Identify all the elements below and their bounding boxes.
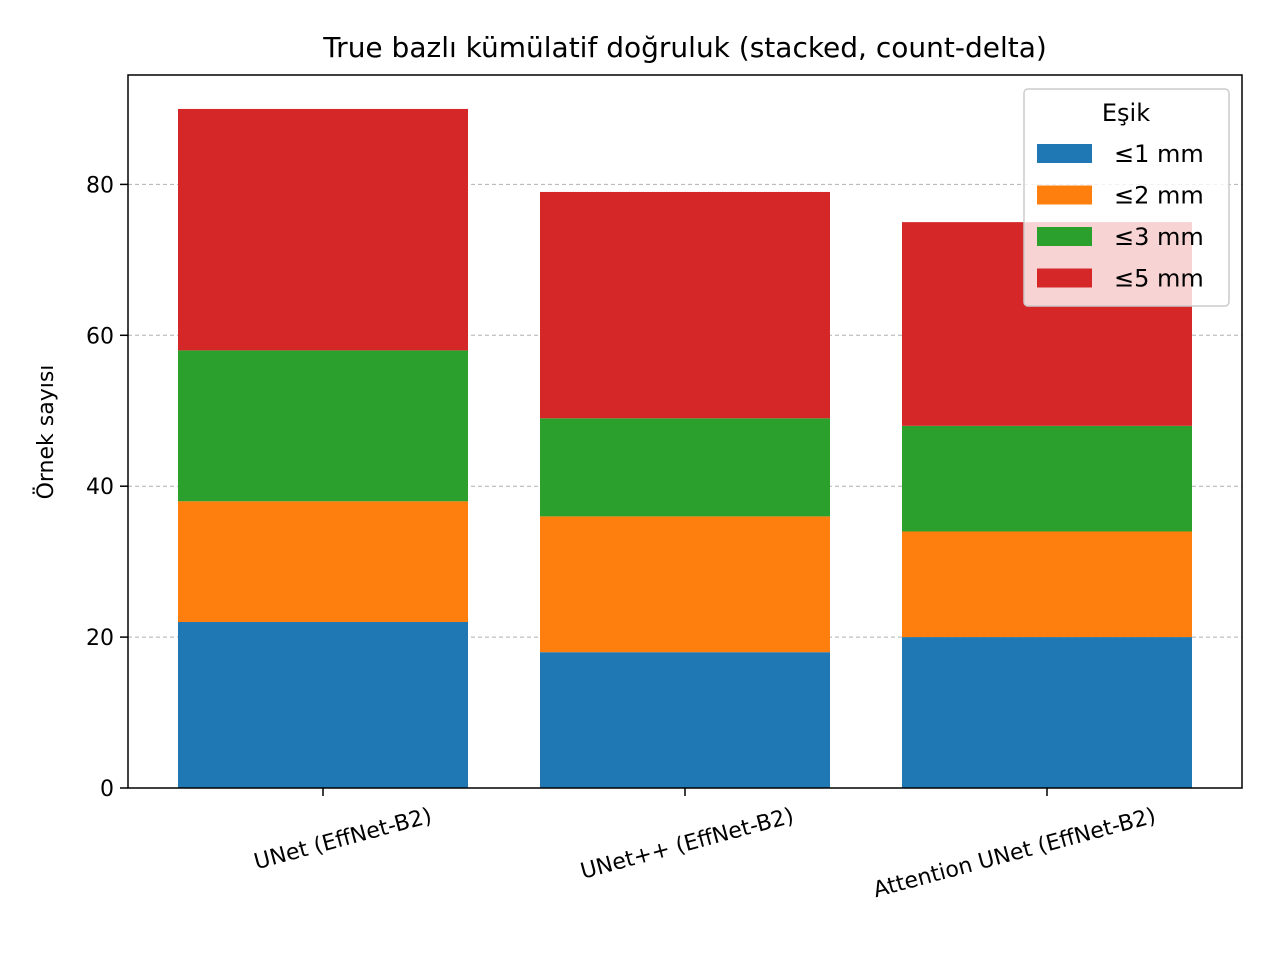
bar-segment <box>540 516 830 653</box>
legend: Eşik ≤1 mm ≤2 mm ≤3 mm ≤5 mm <box>1023 88 1230 307</box>
y-axis-label: Örnek sayısı <box>33 365 59 500</box>
y-tick-label: 40 <box>86 475 114 500</box>
x-tick-label: UNet++ (EffNet-B2) <box>578 804 797 885</box>
y-tick-label: 60 <box>86 324 114 349</box>
x-axis: UNet (EffNet-B2) UNet++ (EffNet-B2) Attent… <box>251 788 1159 904</box>
bar-segment <box>540 652 830 788</box>
bar-segment <box>540 418 830 517</box>
x-tick-label: UNet (EffNet-B2) <box>251 804 434 875</box>
legend-swatch <box>1037 227 1092 246</box>
y-tick-label: 20 <box>86 626 114 651</box>
bar-segment <box>902 637 1192 788</box>
y-tick-label: 0 <box>100 777 114 802</box>
legend-title: Eşik <box>1102 99 1150 127</box>
legend-swatch <box>1037 268 1092 288</box>
legend-swatch <box>1037 185 1092 205</box>
legend-label: ≤2 mm <box>1114 182 1204 210</box>
legend-label: ≤1 mm <box>1114 140 1204 168</box>
legend-box <box>1023 88 1230 307</box>
bar-segment <box>178 350 468 502</box>
bar-segment <box>902 425 1192 532</box>
bar-segment <box>540 191 830 419</box>
legend-items: ≤1 mm ≤2 mm ≤3 mm ≤5 mm <box>1037 140 1204 293</box>
legend-label: ≤5 mm <box>1114 265 1204 293</box>
y-tick-label: 80 <box>86 173 114 198</box>
bar-segment <box>178 501 468 623</box>
bar-segment <box>178 622 468 788</box>
legend-label: ≤3 mm <box>1114 223 1204 251</box>
chart-title: True bazlı kümülatif doğruluk (stacked, … <box>322 31 1047 64</box>
bar-segment <box>902 531 1192 638</box>
x-tick-label: Attention UNet (EffNet-B2) <box>871 804 1159 904</box>
y-axis: 0 20 40 60 80 <box>86 173 128 802</box>
legend-swatch <box>1037 144 1092 163</box>
bar-segment <box>178 108 468 351</box>
